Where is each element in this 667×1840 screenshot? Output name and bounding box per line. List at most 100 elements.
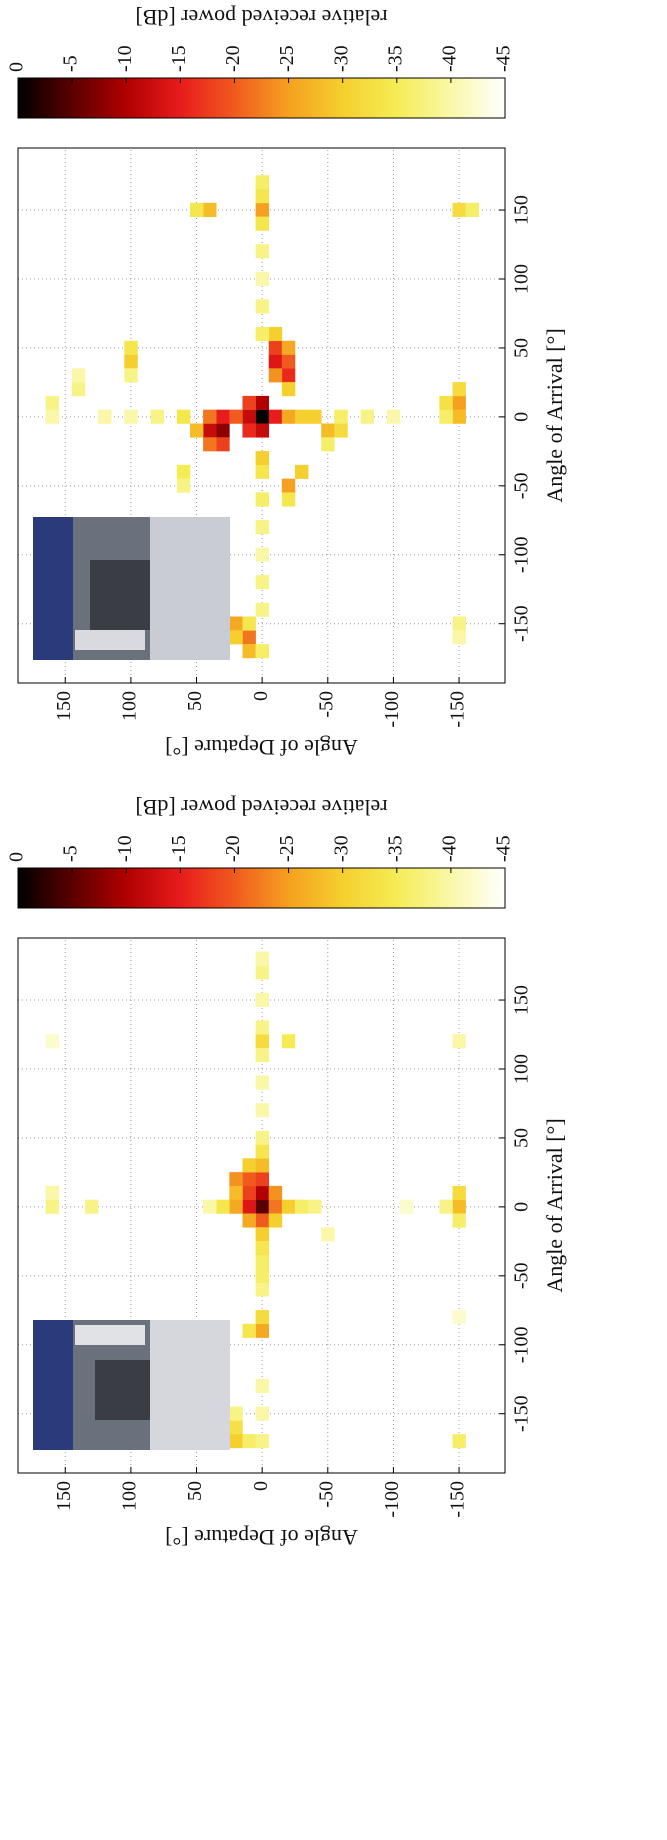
colorbar-tick-label: -10 — [114, 835, 136, 862]
y-tick-label: -150 — [447, 691, 469, 728]
heat-cell — [281, 409, 296, 424]
x-tick-label: 0 — [511, 412, 533, 422]
y-tick-label: -100 — [381, 1481, 403, 1518]
y-tick-label: -150 — [447, 1481, 469, 1518]
heat-cell — [452, 1434, 466, 1449]
heat-cell — [255, 965, 270, 980]
heat-cell — [281, 492, 296, 507]
colorbar-tick-label: -25 — [276, 835, 298, 862]
heat-cell — [255, 575, 270, 590]
heat-cell — [255, 1434, 270, 1449]
heat-cell — [452, 395, 466, 410]
heat-cell — [229, 1434, 243, 1449]
colorbar-tick-label: -20 — [222, 45, 244, 72]
heat-cell — [216, 409, 230, 424]
colorbar-tick-label: -25 — [276, 45, 298, 72]
heat-cell — [45, 395, 59, 410]
heat-cell — [255, 1227, 270, 1242]
heat-cell — [465, 202, 480, 217]
heat-cell — [242, 1434, 256, 1449]
heat-cell — [84, 1199, 99, 1214]
colorbar-tick-label: -40 — [438, 45, 460, 72]
heat-cell — [294, 409, 309, 424]
heat-cell — [452, 409, 466, 424]
heat-cell — [255, 1034, 270, 1049]
heat-cell — [268, 326, 283, 342]
heat-cell — [255, 244, 270, 259]
heat-cell — [308, 1199, 322, 1214]
heat-cell — [255, 992, 270, 1007]
heat-cell — [98, 409, 112, 424]
colorbar-tick-label: -45 — [493, 45, 515, 72]
x-tick-label: 50 — [511, 338, 533, 358]
panel: -150-100-50050100150-150-100-50050100150… — [6, 5, 567, 760]
heat-cell — [229, 1185, 243, 1200]
heat-cell — [255, 175, 270, 190]
photo-inset — [33, 517, 230, 660]
heat-cell — [452, 616, 466, 631]
heat-cell — [255, 1158, 270, 1173]
heat-cell — [268, 1185, 283, 1200]
heat-cell — [281, 340, 296, 355]
heat-cell — [45, 1199, 59, 1214]
heat-cell — [321, 437, 335, 452]
y-tick-label: -50 — [315, 691, 337, 718]
heat-cell — [229, 1406, 243, 1421]
heat-cell — [255, 547, 270, 562]
heat-cell — [242, 630, 256, 645]
y-tick-label: -50 — [315, 1481, 337, 1508]
heat-cell — [216, 1199, 230, 1214]
heat-cell — [203, 409, 217, 424]
heat-cell — [255, 1199, 270, 1214]
heat-cell — [176, 464, 191, 479]
heat-cell — [242, 1172, 256, 1187]
heat-cell — [45, 1034, 59, 1049]
heat-cell — [268, 1213, 283, 1228]
heat-cell — [255, 1020, 270, 1035]
heat-cell — [242, 1185, 256, 1200]
heat-cell — [242, 1199, 256, 1214]
heat-cell — [452, 1213, 466, 1228]
heat-cell — [452, 630, 466, 645]
colorbar-tick-label: -15 — [168, 45, 190, 72]
heat-cell — [255, 423, 270, 438]
heat-cell — [255, 202, 270, 217]
heat-cell — [255, 1048, 270, 1063]
heat-cell — [124, 340, 138, 355]
heat-cell — [255, 1172, 270, 1187]
heat-cell — [255, 395, 270, 410]
heat-cell — [176, 409, 191, 424]
colorbar-tick-label: -20 — [222, 835, 244, 862]
colorbar-tick-label: -5 — [60, 55, 82, 72]
heat-cell — [439, 409, 453, 424]
heat-cell — [203, 437, 217, 452]
colorbar-tick-label: -30 — [330, 45, 352, 72]
heat-cell — [255, 409, 270, 424]
y-tick-label: 150 — [53, 691, 75, 721]
heat-cell — [242, 1323, 256, 1338]
heat-cell — [452, 1034, 466, 1049]
heat-cell — [255, 1075, 270, 1090]
heat-cell — [189, 202, 204, 217]
heat-cell — [229, 1172, 243, 1187]
panel: -150-100-50050100150-150-100-50050100150… — [6, 795, 567, 1550]
colorbar-tick-label: -35 — [384, 45, 406, 72]
heat-cell — [229, 1199, 243, 1214]
heat-cell — [176, 478, 191, 493]
y-tick-label: -100 — [381, 691, 403, 728]
colorbar — [17, 77, 506, 119]
heat-cell — [124, 368, 138, 383]
x-tick-label: 150 — [511, 985, 533, 1015]
heat-cell — [255, 189, 270, 204]
heat-cell — [255, 1268, 270, 1283]
heat-cell — [242, 409, 256, 424]
heat-cell — [399, 1199, 414, 1214]
heat-cell — [452, 1199, 466, 1214]
heat-cell — [452, 1309, 466, 1325]
x-tick-label: 100 — [511, 264, 533, 294]
heat-cell — [203, 1199, 217, 1214]
heat-cell — [255, 1309, 270, 1325]
heat-cell — [255, 1241, 270, 1256]
heat-cell — [255, 326, 270, 342]
